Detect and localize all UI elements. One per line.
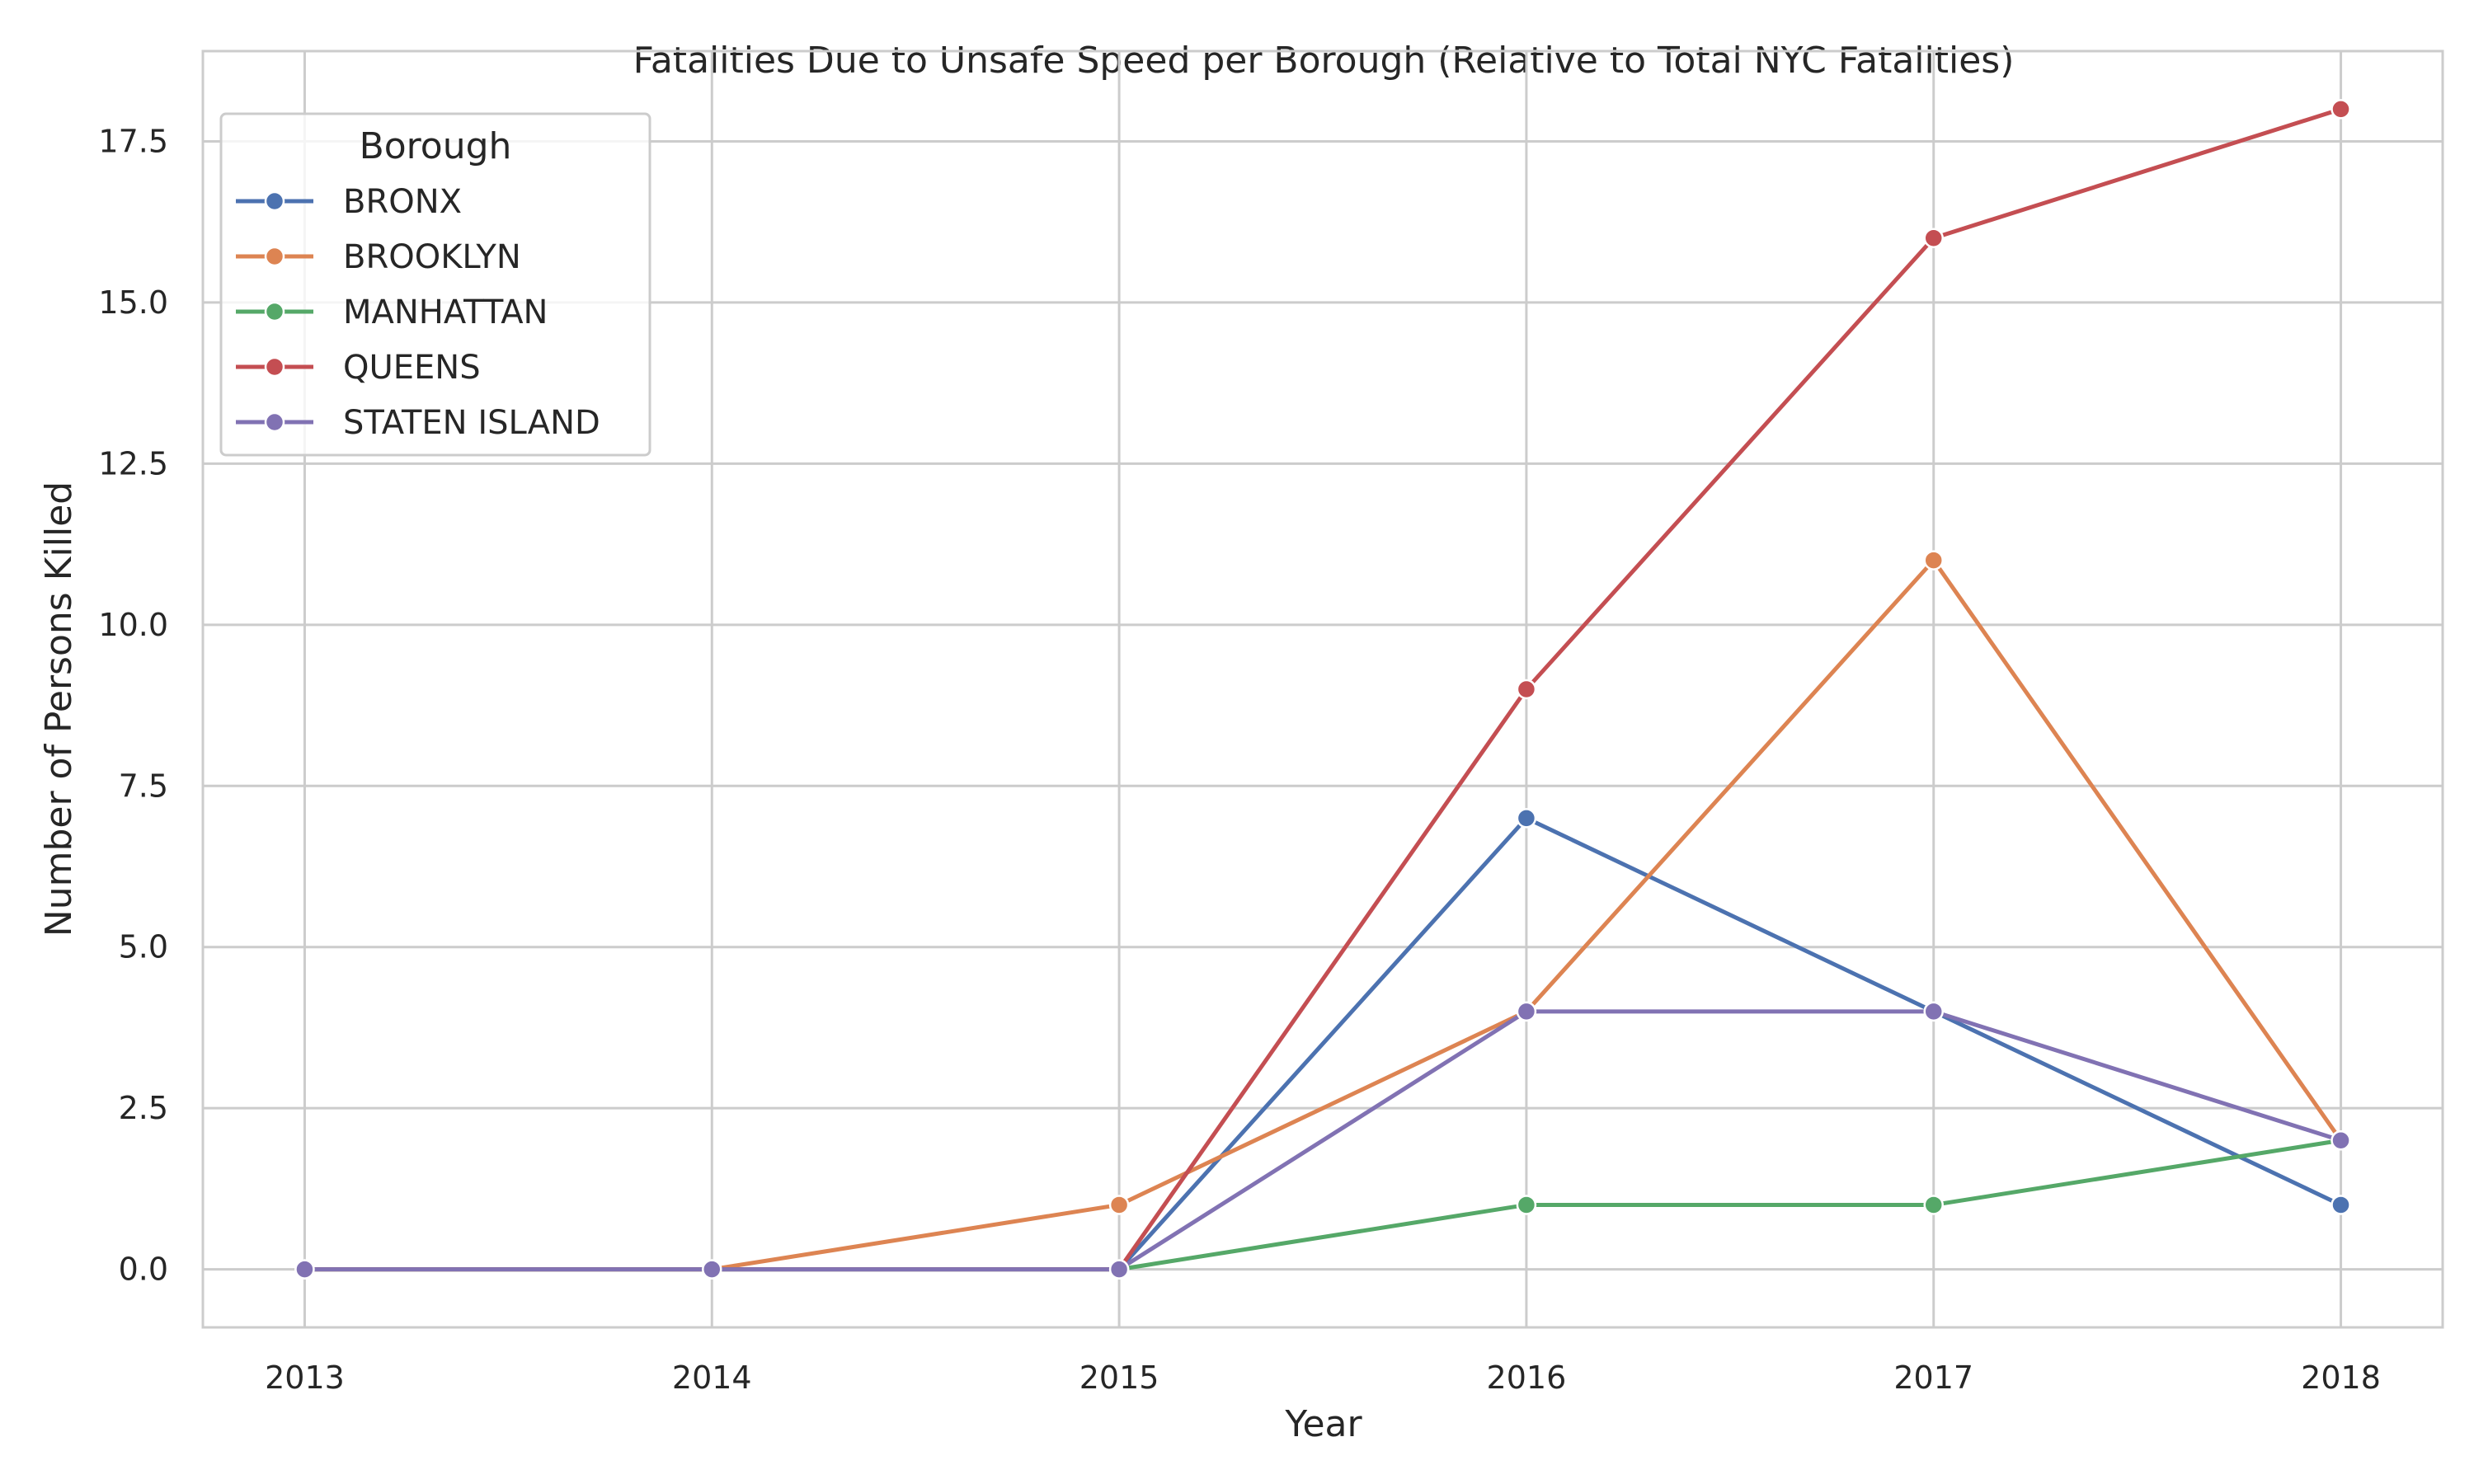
legend-title: Borough: [360, 125, 512, 167]
legend-swatch-marker: [264, 356, 285, 378]
data-point-queens-2016: [1516, 679, 1537, 700]
legend: Borough BRONX BROOKLYN MANHATTAN QUEENS STAT…: [219, 112, 651, 457]
data-point-staten-island-2017: [1923, 1001, 1944, 1022]
data-point-staten-island-2016: [1516, 1001, 1537, 1022]
legend-label: STATEN ISLAND: [343, 404, 600, 442]
y-tick-label: 12.5: [98, 445, 168, 481]
legend-items: BRONX BROOKLYN MANHATTAN QUEENS STATEN ISLAN…: [236, 183, 600, 442]
x-tick-label: 2014: [672, 1360, 752, 1396]
legend-label: BRONX: [343, 183, 462, 221]
y-tick-label: 15.0: [98, 284, 168, 321]
legend-item-bronx: BRONX: [236, 183, 462, 221]
data-point-brooklyn-2017: [1923, 550, 1944, 571]
legend-swatch-marker: [264, 411, 285, 433]
x-tick-label: 2016: [1487, 1360, 1567, 1396]
data-point-bronx-2016: [1516, 808, 1537, 829]
legend-label: QUEENS: [343, 349, 481, 387]
y-axis-ticks: 0.0 2.5 5.0 7.5 10.0 12.5 15.0 17.5: [98, 123, 168, 1287]
data-point-staten-island-2013: [294, 1259, 315, 1280]
y-tick-label: 17.5: [98, 123, 168, 159]
data-point-queens-2018: [2331, 99, 2351, 120]
data-point-bronx-2018: [2331, 1195, 2351, 1215]
x-tick-label: 2015: [1079, 1360, 1159, 1396]
data-point-staten-island-2018: [2331, 1130, 2351, 1151]
series-layer: [294, 99, 2351, 1280]
series-line-staten-island: [302, 1009, 2344, 1272]
y-tick-label: 5.0: [119, 929, 168, 965]
legend-swatch-marker: [264, 301, 285, 322]
x-tick-label: 2018: [2301, 1360, 2381, 1396]
y-tick-label: 0.0: [119, 1252, 168, 1288]
x-tick-label: 2013: [265, 1360, 345, 1396]
legend-swatch-marker: [264, 190, 285, 212]
data-point-staten-island-2015: [1108, 1259, 1130, 1280]
legend-item-queens: QUEENS: [236, 349, 481, 387]
y-tick-label: 10.0: [98, 607, 168, 643]
x-axis-label: Year: [1284, 1403, 1362, 1445]
legend-item-manhattan: MANHATTAN: [236, 294, 548, 331]
legend-item-brooklyn: BROOKLYN: [236, 238, 521, 276]
y-tick-label: 2.5: [119, 1090, 168, 1126]
data-point-queens-2017: [1923, 228, 1944, 248]
legend-label: BROOKLYN: [343, 238, 521, 276]
series-staten-island: [294, 1001, 2351, 1280]
y-tick-label: 7.5: [119, 768, 168, 804]
y-axis-label: Number of Persons Killed: [38, 481, 80, 937]
legend-box: [219, 112, 651, 457]
chart-title: Fatalities Due to Unsafe Speed per Borou…: [633, 40, 2015, 82]
data-point-brooklyn-2015: [1108, 1195, 1130, 1215]
data-point-manhattan-2017: [1923, 1195, 1944, 1215]
legend-swatch-marker: [264, 246, 285, 267]
x-tick-label: 2017: [1893, 1360, 1973, 1396]
legend-item-staten-island: STATEN ISLAND: [236, 404, 600, 442]
x-axis-ticks: 2013 2014 2015 2016 2017 2018: [265, 1360, 2381, 1396]
data-point-manhattan-2016: [1516, 1195, 1537, 1215]
legend-label: MANHATTAN: [343, 294, 548, 331]
data-point-staten-island-2014: [702, 1259, 722, 1280]
grid-lines: [203, 51, 2443, 1327]
plot-frame: [201, 49, 2444, 1329]
